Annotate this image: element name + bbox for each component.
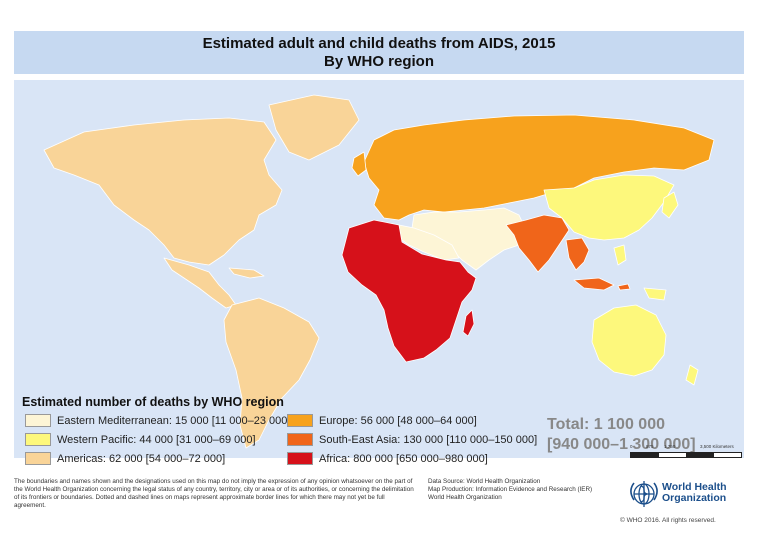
legend-swatch bbox=[287, 452, 313, 465]
region-south-east-asia bbox=[505, 214, 570, 273]
region-western-pacific bbox=[543, 174, 675, 241]
region-south-east-asia-east bbox=[565, 237, 590, 271]
legend-swatch bbox=[287, 414, 313, 427]
region-western-pacific-japan bbox=[661, 191, 679, 219]
scale-tick-3: 3,500 Kilometers bbox=[700, 444, 734, 449]
legend-label: Africa: 800 000 [650 000–980 000] bbox=[319, 453, 488, 465]
world-map-svg bbox=[14, 94, 744, 465]
region-africa bbox=[341, 219, 477, 363]
region-western-pacific-png bbox=[643, 287, 667, 301]
region-western-pacific-philippines bbox=[613, 244, 627, 266]
region-western-pacific-new-zealand bbox=[685, 364, 699, 386]
scale-bar: 0 875 1,750 3,500 Kilometers bbox=[630, 444, 742, 458]
scale-tick-1: 875 bbox=[646, 444, 654, 449]
legend-label: Western Pacific: 44 000 [31 000–69 000] bbox=[57, 434, 256, 446]
disclaimer-text: The boundaries and names shown and the d… bbox=[14, 478, 414, 509]
who-emblem-icon bbox=[630, 481, 658, 507]
map-production: Map Production: Information Evidence and… bbox=[428, 486, 593, 493]
world-map bbox=[14, 80, 744, 465]
data-source: Data Source: World Health Organization bbox=[428, 478, 541, 485]
antarctica bbox=[14, 458, 744, 465]
legend-label: Eastern Mediterranean: 15 000 [11 000–23… bbox=[57, 415, 291, 427]
scale-tick-2: 1,750 bbox=[664, 444, 676, 449]
legend-swatch bbox=[25, 414, 51, 427]
who-name: World Health Organization bbox=[662, 482, 727, 504]
legend-label: Americas: 62 000 [54 000–72 000] bbox=[57, 453, 226, 465]
credits: Data Source: World Health Organization M… bbox=[428, 478, 618, 502]
map-title: Estimated adult and child deaths from AI… bbox=[202, 35, 556, 52]
scale-bar-graphic bbox=[630, 452, 742, 458]
region-africa-madagascar bbox=[462, 309, 475, 337]
region-americas-north bbox=[43, 117, 283, 266]
scale-tick-0: 0 bbox=[630, 444, 633, 449]
title-bar: Estimated adult and child deaths from AI… bbox=[14, 31, 744, 74]
region-europe-uk bbox=[351, 151, 367, 177]
map-subtitle: By WHO region bbox=[323, 53, 434, 70]
region-eastern-mediterranean-north-africa bbox=[398, 224, 460, 261]
total-range: [940 000–1 300 000] bbox=[547, 436, 696, 453]
region-americas-greenland bbox=[268, 94, 360, 161]
region-americas-central bbox=[163, 257, 237, 309]
legend-swatch bbox=[25, 433, 51, 446]
region-south-east-asia-timor bbox=[617, 283, 631, 291]
region-americas-caribbean bbox=[228, 267, 265, 279]
legend-label: South-East Asia: 130 000 [110 000–150 00… bbox=[319, 434, 538, 446]
legend-swatch bbox=[287, 433, 313, 446]
region-americas-south bbox=[223, 297, 320, 449]
legend-label: Europe: 56 000 [48 000–64 000] bbox=[319, 415, 477, 427]
total-value: Total: 1 100 000 bbox=[547, 416, 665, 433]
copyright: © WHO 2016. All rights reserved. bbox=[620, 517, 716, 524]
credits-org: World Health Organization bbox=[428, 494, 502, 501]
legend-swatch bbox=[25, 452, 51, 465]
who-name-line2: Organization bbox=[662, 492, 727, 504]
total-deaths: Total: 1 100 000 [940 000–1 300 000] bbox=[547, 415, 696, 455]
region-south-east-asia-indonesia bbox=[573, 277, 615, 291]
who-name-line1: World Health bbox=[662, 481, 727, 493]
legend-title: Estimated number of deaths by WHO region bbox=[22, 395, 284, 409]
region-western-pacific-australia bbox=[591, 304, 667, 377]
